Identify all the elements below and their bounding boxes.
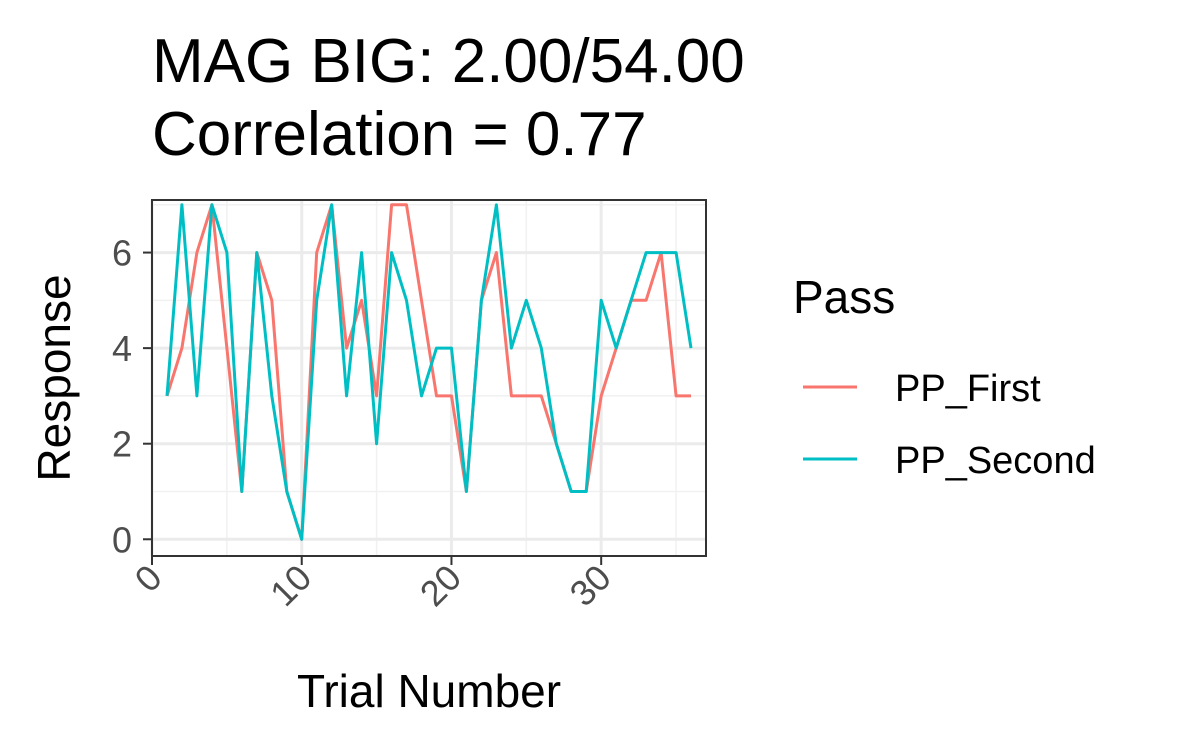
y-tick-labels: 0 2 4 6 — [112, 233, 132, 561]
y-tick-label: 2 — [112, 424, 132, 465]
axis-ticks — [143, 251, 603, 565]
x-tick-label: 30 — [562, 557, 619, 614]
series-line-pp-second — [165, 203, 693, 541]
x-tick-label: 0 — [127, 557, 170, 600]
x-tick-label: 20 — [412, 557, 469, 614]
legend-title: Pass — [793, 271, 895, 323]
legend-label-pp-second: PP_Second — [895, 440, 1096, 482]
x-tick-labels: 0 10 20 30 — [127, 557, 619, 614]
y-tick-label: 4 — [112, 328, 132, 369]
x-axis-title: Trial Number — [297, 665, 561, 717]
x-tick-label: 10 — [262, 557, 319, 614]
chart-title-line-2: Correlation = 0.77 — [152, 100, 647, 169]
plot-panel-border — [151, 199, 707, 557]
series-lines — [165, 203, 693, 541]
legend-label-pp-first: PP_First — [895, 368, 1041, 410]
y-tick-label: 6 — [112, 233, 132, 274]
y-tick-label: 0 — [112, 519, 132, 560]
chart-title-line-1: MAG BIG: 2.00/54.00 — [152, 27, 745, 96]
y-axis-title: Response — [28, 274, 80, 481]
legend: PP_First PP_Second — [803, 368, 1096, 482]
